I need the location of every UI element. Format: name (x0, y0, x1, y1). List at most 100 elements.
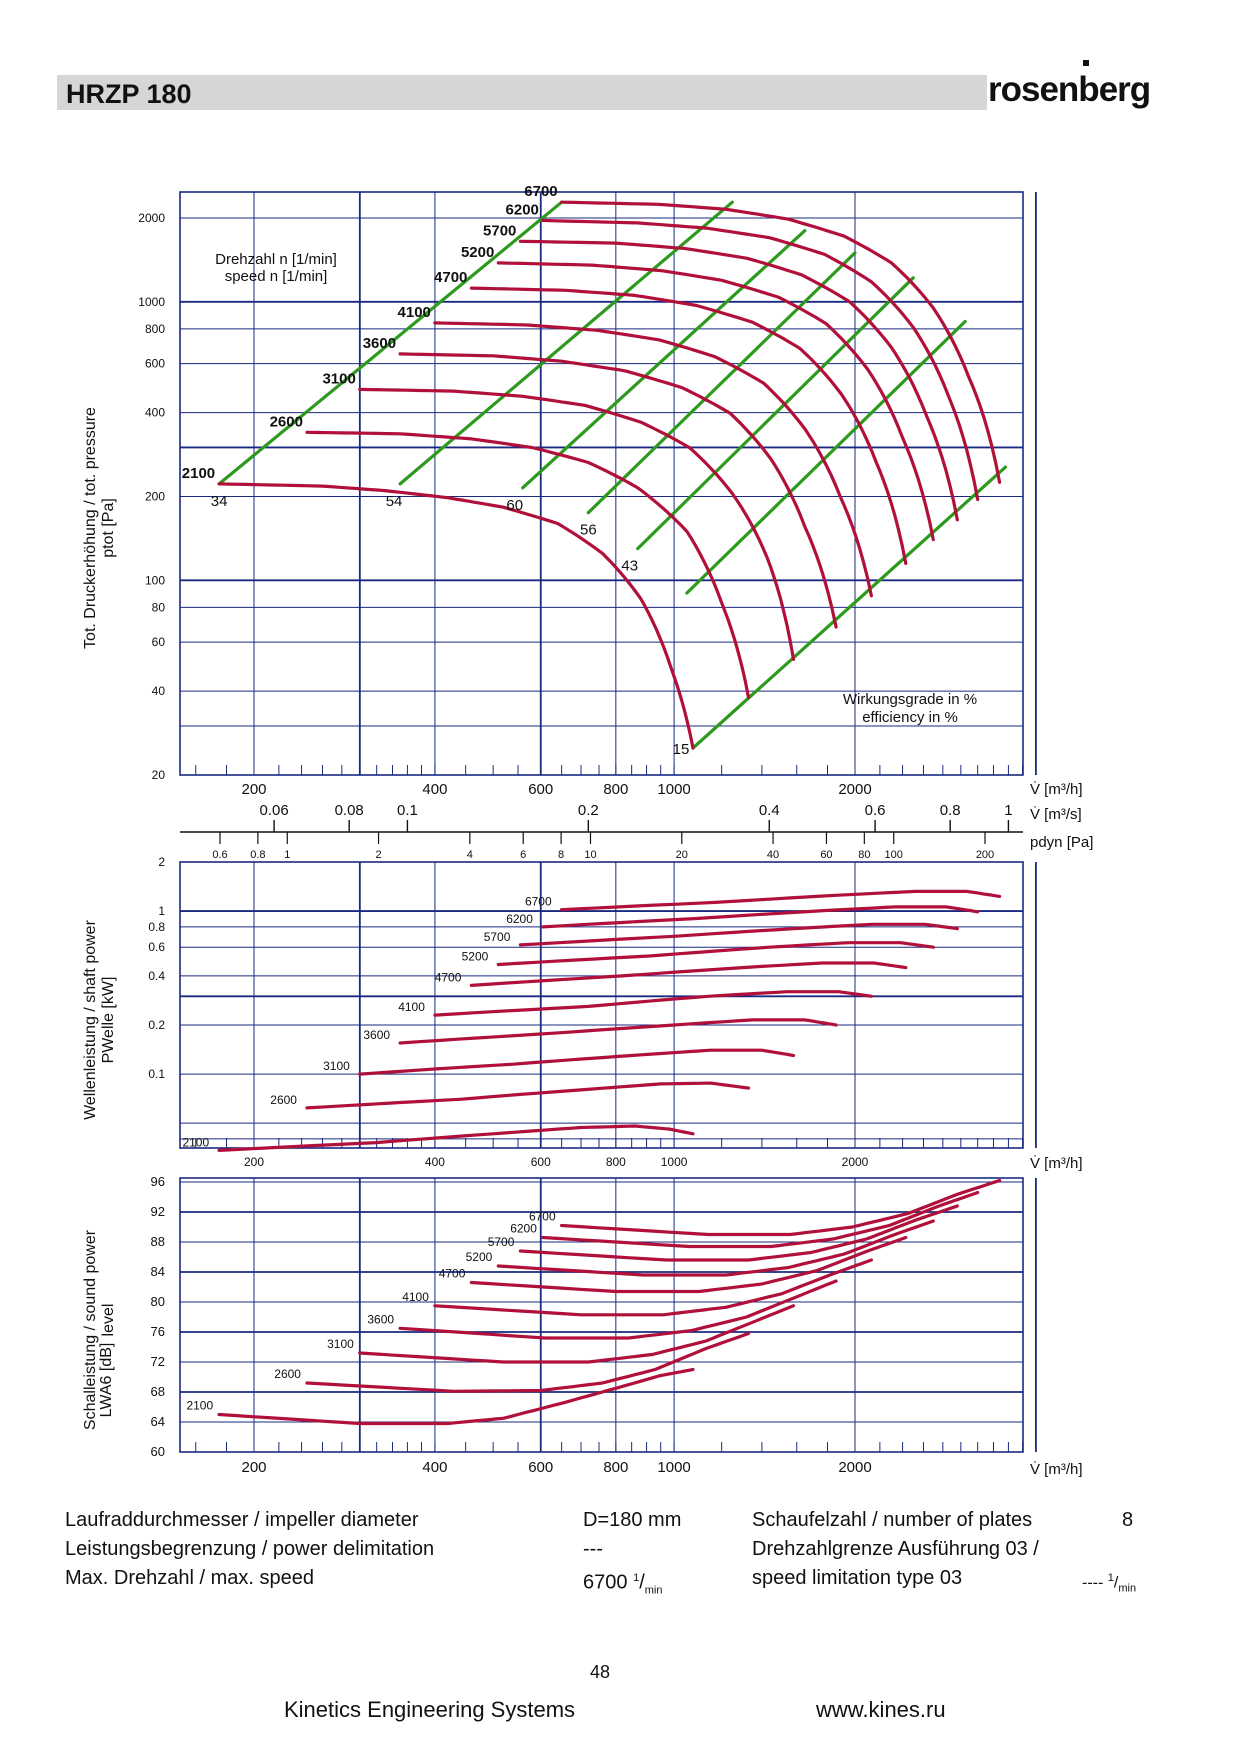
speed-label-6200: 6200 (506, 201, 539, 218)
sound-y-tick-label: 64 (151, 1414, 165, 1429)
limit-label-1: Drehzahlgrenze Ausführung 03 / (752, 1538, 1039, 1560)
unit-den: min (644, 1584, 663, 1597)
speed-annotation-1: Drehzahl n [1/min] (215, 251, 337, 268)
speed-label-3100: 3100 (322, 370, 355, 387)
sound-y-tick-label: 84 (151, 1264, 165, 1279)
sound-x-tick-label: 2000 (838, 1459, 871, 1476)
efficiency-label-54: 54 (386, 493, 403, 510)
plates-label: Schaufelzahl / number of plates (752, 1509, 1033, 1531)
pressure-x-tick-label: 1000 (657, 781, 690, 798)
footer-website: www.kines.ru (816, 1697, 946, 1722)
efficiency-label-15: 15 (673, 741, 690, 758)
m3s-tick-label: 0.4 (759, 802, 780, 819)
power-y-tick-label: 0.1 (148, 1067, 165, 1081)
sound-curve-6700 (560, 1178, 1002, 1237)
pressure-curve-2600 (305, 430, 751, 699)
spec-values-left: D=180 mm --- 6700 1/min (583, 1506, 681, 1597)
pressure-chart-frame (179, 191, 1024, 776)
efficiency-line (636, 276, 915, 551)
power-axis-title-1: Wellenleistung / shaft power (82, 919, 99, 1119)
pdyn-tick-label: 60 (820, 849, 832, 861)
power-y-tick-label: 2 (158, 855, 165, 869)
pressure-curve-3600 (398, 352, 838, 629)
sound-speed-label-4700: 4700 (439, 1267, 466, 1281)
limit-value: ---- (1082, 1574, 1104, 1592)
power-curve-2600 (305, 1081, 751, 1110)
power-speed-label-2100: 2100 (182, 1135, 209, 1149)
pressure-curve-6700 (560, 200, 1002, 484)
pressure-y-tick-label: 600 (145, 357, 165, 371)
efficiency-label-43: 43 (621, 558, 638, 575)
pressure-x-tick-label: 200 (241, 781, 266, 798)
brand-logo: rosenberg (988, 70, 1151, 109)
power-axis-title-2: PWelle [kW] (100, 977, 117, 1064)
pdyn-tick-label: 0.8 (250, 849, 265, 861)
maxspeed-value-row: 6700 1/min (583, 1571, 663, 1597)
power-chart-frame (179, 861, 1024, 1149)
sound-y-tick-label: 96 (151, 1174, 165, 1189)
sound-y-tick-label: 88 (151, 1234, 165, 1249)
limit-unit-den: min (1118, 1582, 1137, 1595)
flow-axis-label-m3s: V̇ [m³/s] (1030, 806, 1082, 823)
spec-labels-right: Schaufelzahl / number of plates Drehzahl… (752, 1506, 1039, 1593)
pdyn-tick-label: 6 (520, 849, 526, 861)
speed-label-3600: 3600 (363, 335, 396, 352)
power-curve-4700 (469, 961, 908, 987)
pressure-x-tick-label: 600 (528, 781, 553, 798)
power-flow-axis-label: V̇ [m³/h] (1030, 1155, 1083, 1172)
pressure-y-tick-label: 100 (145, 573, 165, 587)
power-x-tick-label: 2000 (842, 1155, 869, 1169)
power-speed-label-3600: 3600 (363, 1028, 390, 1042)
m3s-tick-label: 0.6 (865, 802, 886, 819)
sound-x-tick-label: 400 (422, 1459, 447, 1476)
power-y-tick-label: 0.2 (148, 1018, 165, 1032)
flow-axis-label-m3h: V̇ [m³/h] (1030, 781, 1083, 798)
sound-y-tick-label: 80 (151, 1294, 165, 1309)
sound-x-tick-label: 1000 (657, 1459, 690, 1476)
efficiency-label-60: 60 (506, 497, 523, 514)
power-x-tick-label: 1000 (661, 1155, 688, 1169)
pressure-y-tick-label: 800 (145, 322, 165, 336)
sound-speed-label-3600: 3600 (367, 1312, 394, 1326)
speed-label-4700: 4700 (434, 269, 467, 286)
sound-speed-label-6200: 6200 (510, 1222, 537, 1236)
sound-speed-label-2100: 2100 (186, 1399, 213, 1413)
sound-curve-3600 (398, 1279, 838, 1340)
sound-y-tick-label: 92 (151, 1204, 165, 1219)
pdyn-tick-label: 10 (584, 849, 596, 861)
pressure-y-tick-label: 400 (145, 406, 165, 420)
power-speed-label-3100: 3100 (323, 1059, 350, 1073)
sound-y-tick-label: 68 (151, 1384, 165, 1399)
sound-curve-6200 (541, 1190, 980, 1249)
pressure-y-tick-label: 2000 (138, 211, 165, 225)
power-curve-4100 (433, 990, 873, 1017)
unit-num: 1 (633, 1572, 640, 1584)
pressure-axis-title-2: ptot [Pa] (100, 498, 117, 558)
sound-y-tick-label: 72 (151, 1354, 165, 1369)
pressure-curve-3100 (358, 387, 796, 661)
pressure-y-tick-label: 1000 (138, 295, 165, 309)
power-y-tick-label: 0.6 (148, 940, 165, 954)
sound-axis-title-1: Schalleistung / sound power (82, 1229, 99, 1430)
efficiency-line (586, 251, 857, 515)
pdyn-tick-label: 4 (467, 849, 473, 861)
sound-curve-4100 (433, 1258, 873, 1317)
sound-curve-2100 (217, 1367, 695, 1426)
power-speed-label-5200: 5200 (462, 950, 489, 964)
pdyn-tick-label: 200 (976, 849, 994, 861)
sound-curve-4700 (469, 1235, 908, 1294)
sound-y-tick-label: 60 (151, 1444, 165, 1459)
efficiency-annotation-1: Wirkungsgrade in % (843, 691, 977, 708)
pdyn-tick-label: 0.6 (212, 849, 227, 861)
pressure-x-tick-label: 800 (603, 781, 628, 798)
power-curve-5700 (518, 922, 959, 947)
power-speed-label-4100: 4100 (398, 1000, 425, 1014)
sound-axis-title-2: level (100, 1304, 117, 1337)
limit-blank (1082, 1535, 1136, 1564)
efficiency-line (521, 229, 807, 490)
page-number: 48 (590, 1662, 611, 1682)
m3s-tick-label: 0.08 (335, 802, 364, 819)
power-y-tick-label: 0.4 (148, 969, 165, 983)
power-x-tick-label: 200 (244, 1155, 264, 1169)
